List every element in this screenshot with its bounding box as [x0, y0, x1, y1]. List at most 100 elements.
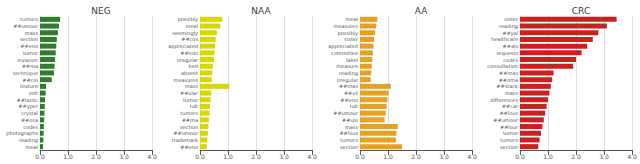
svg-text:tumors: tumors [180, 110, 198, 116]
svg-text:tub: tub [350, 103, 358, 109]
svg-text:committee: committee [331, 50, 358, 56]
svg-text:appreciated: appreciated [168, 43, 198, 50]
svg-text:##lastic: ##lastic [16, 97, 38, 103]
svg-text:meal: meal [346, 16, 358, 22]
svg-text:##lour: ##lour [500, 124, 519, 130]
svg-text:3.0: 3.0 [599, 153, 609, 160]
svg-text:1.0: 1.0 [543, 153, 553, 160]
svg-text:tumor: tumor [183, 97, 199, 103]
svg-text:2.0: 2.0 [91, 153, 101, 160]
svg-text:0.0: 0.0 [355, 153, 365, 160]
svg-text:absent: absent [181, 70, 198, 76]
svg-text:invasion: invasion [17, 57, 38, 63]
svg-text:section: section [500, 144, 518, 150]
svg-text:section: section [20, 36, 38, 42]
svg-text:mass: mass [185, 83, 199, 89]
svg-text:tumors: tumors [20, 16, 38, 22]
svg-text:##umour: ##umour [13, 23, 39, 29]
svg-text:##eno: ##eno [180, 144, 198, 150]
svg-text:codes: codes [23, 124, 38, 130]
svg-text:##vil: ##vil [344, 90, 358, 96]
svg-text:meal: meal [26, 144, 38, 150]
svg-text:##ular: ##ular [180, 90, 199, 96]
svg-text:mass: mass [345, 124, 359, 130]
svg-text:4.0: 4.0 [467, 153, 477, 160]
svg-text:1.0: 1.0 [63, 153, 73, 160]
svg-text:4.0: 4.0 [627, 153, 637, 160]
svg-text:possibly: possibly [177, 16, 198, 23]
svg-text:sister: sister [344, 36, 359, 42]
svg-text:##car: ##car [502, 103, 519, 109]
svg-text:##cin: ##cin [22, 77, 38, 83]
svg-text:0.0: 0.0 [35, 153, 45, 160]
svg-text:measures: measures [334, 23, 359, 29]
svg-text:NAA: NAA [251, 6, 271, 16]
svg-text:##ndo: ##ndo [180, 50, 198, 56]
svg-text:4.0: 4.0 [307, 153, 317, 160]
svg-text:##stack: ##stack [496, 83, 518, 89]
svg-text:3.0: 3.0 [279, 153, 289, 160]
svg-text:##yper: ##yper [18, 103, 38, 110]
svg-text:technique: technique [13, 69, 38, 76]
svg-text:##mas: ##mas [339, 83, 358, 89]
svg-text:##osa: ##osa [21, 117, 38, 123]
svg-text:1.0: 1.0 [383, 153, 393, 160]
svg-text:AA: AA [415, 6, 428, 16]
svg-text:tub: tub [190, 103, 198, 109]
svg-text:2.0: 2.0 [411, 153, 421, 160]
svg-text:##eno: ##eno [20, 43, 38, 49]
svg-text:appreciated: appreciated [328, 43, 358, 50]
svg-text:photographs: photographs [6, 130, 38, 137]
svg-text:consultation: consultation [487, 63, 518, 69]
svg-text:##lous: ##lous [499, 110, 518, 116]
svg-text:##als: ##als [503, 43, 519, 49]
svg-text:mass: mass [25, 30, 39, 36]
svg-text:CRC: CRC [572, 6, 590, 16]
svg-text:##cos: ##cos [181, 36, 198, 42]
svg-text:differences: differences [490, 97, 518, 103]
svg-text:healthcare: healthcare [491, 36, 518, 42]
svg-text:##mas: ##mas [499, 70, 518, 76]
svg-text:trademark: trademark [172, 137, 198, 143]
svg-text:tumors: tumors [500, 137, 518, 143]
svg-text:##oma: ##oma [499, 77, 518, 83]
svg-text:label: label [346, 57, 358, 63]
svg-text:codes: codes [503, 57, 518, 63]
svg-text:reading: reading [19, 136, 38, 143]
svg-text:crystal: crystal [21, 110, 38, 117]
svg-text:0.0: 0.0 [195, 153, 205, 160]
svg-text:measure: measure [336, 63, 358, 69]
svg-text:measures: measures [174, 77, 199, 83]
svg-text:NEG: NEG [91, 6, 110, 16]
svg-text:mass: mass [505, 90, 519, 96]
svg-text:##umour: ##umour [333, 110, 359, 116]
svg-text:1.0: 1.0 [223, 153, 233, 160]
svg-text:section: section [180, 124, 198, 130]
svg-text:3.0: 3.0 [439, 153, 449, 160]
svg-text:##lous: ##lous [339, 130, 358, 136]
svg-text:seemingly: seemingly [172, 29, 198, 36]
svg-text:2.0: 2.0 [251, 153, 261, 160]
svg-text:texture: texture [20, 83, 38, 89]
svg-text:tumor: tumor [23, 50, 39, 56]
svg-text:irregular: irregular [176, 56, 198, 63]
svg-text:##ulo: ##ulo [342, 117, 358, 123]
svg-text:##ma: ##ma [22, 63, 38, 69]
svg-text:3.0: 3.0 [119, 153, 129, 160]
svg-text:soft: soft [29, 90, 38, 96]
svg-text:reading: reading [339, 69, 358, 76]
svg-text:0.0: 0.0 [515, 153, 525, 160]
svg-text:##ma: ##ma [182, 117, 198, 123]
svg-text:##umour: ##umour [493, 117, 519, 123]
svg-text:2.0: 2.0 [571, 153, 581, 160]
svg-text:##umour: ##umour [173, 130, 199, 136]
svg-text:bed: bed [189, 63, 198, 69]
svg-text:##eno: ##eno [340, 97, 358, 103]
svg-text:possibly: possibly [337, 29, 358, 36]
svg-text:meal: meal [186, 23, 198, 29]
svg-text:4.0: 4.0 [147, 153, 157, 160]
svg-text:section: section [340, 144, 358, 150]
svg-text:tumor: tumor [503, 130, 519, 136]
svg-text:tumors: tumors [340, 137, 358, 143]
svg-text:sister: sister [504, 16, 519, 22]
